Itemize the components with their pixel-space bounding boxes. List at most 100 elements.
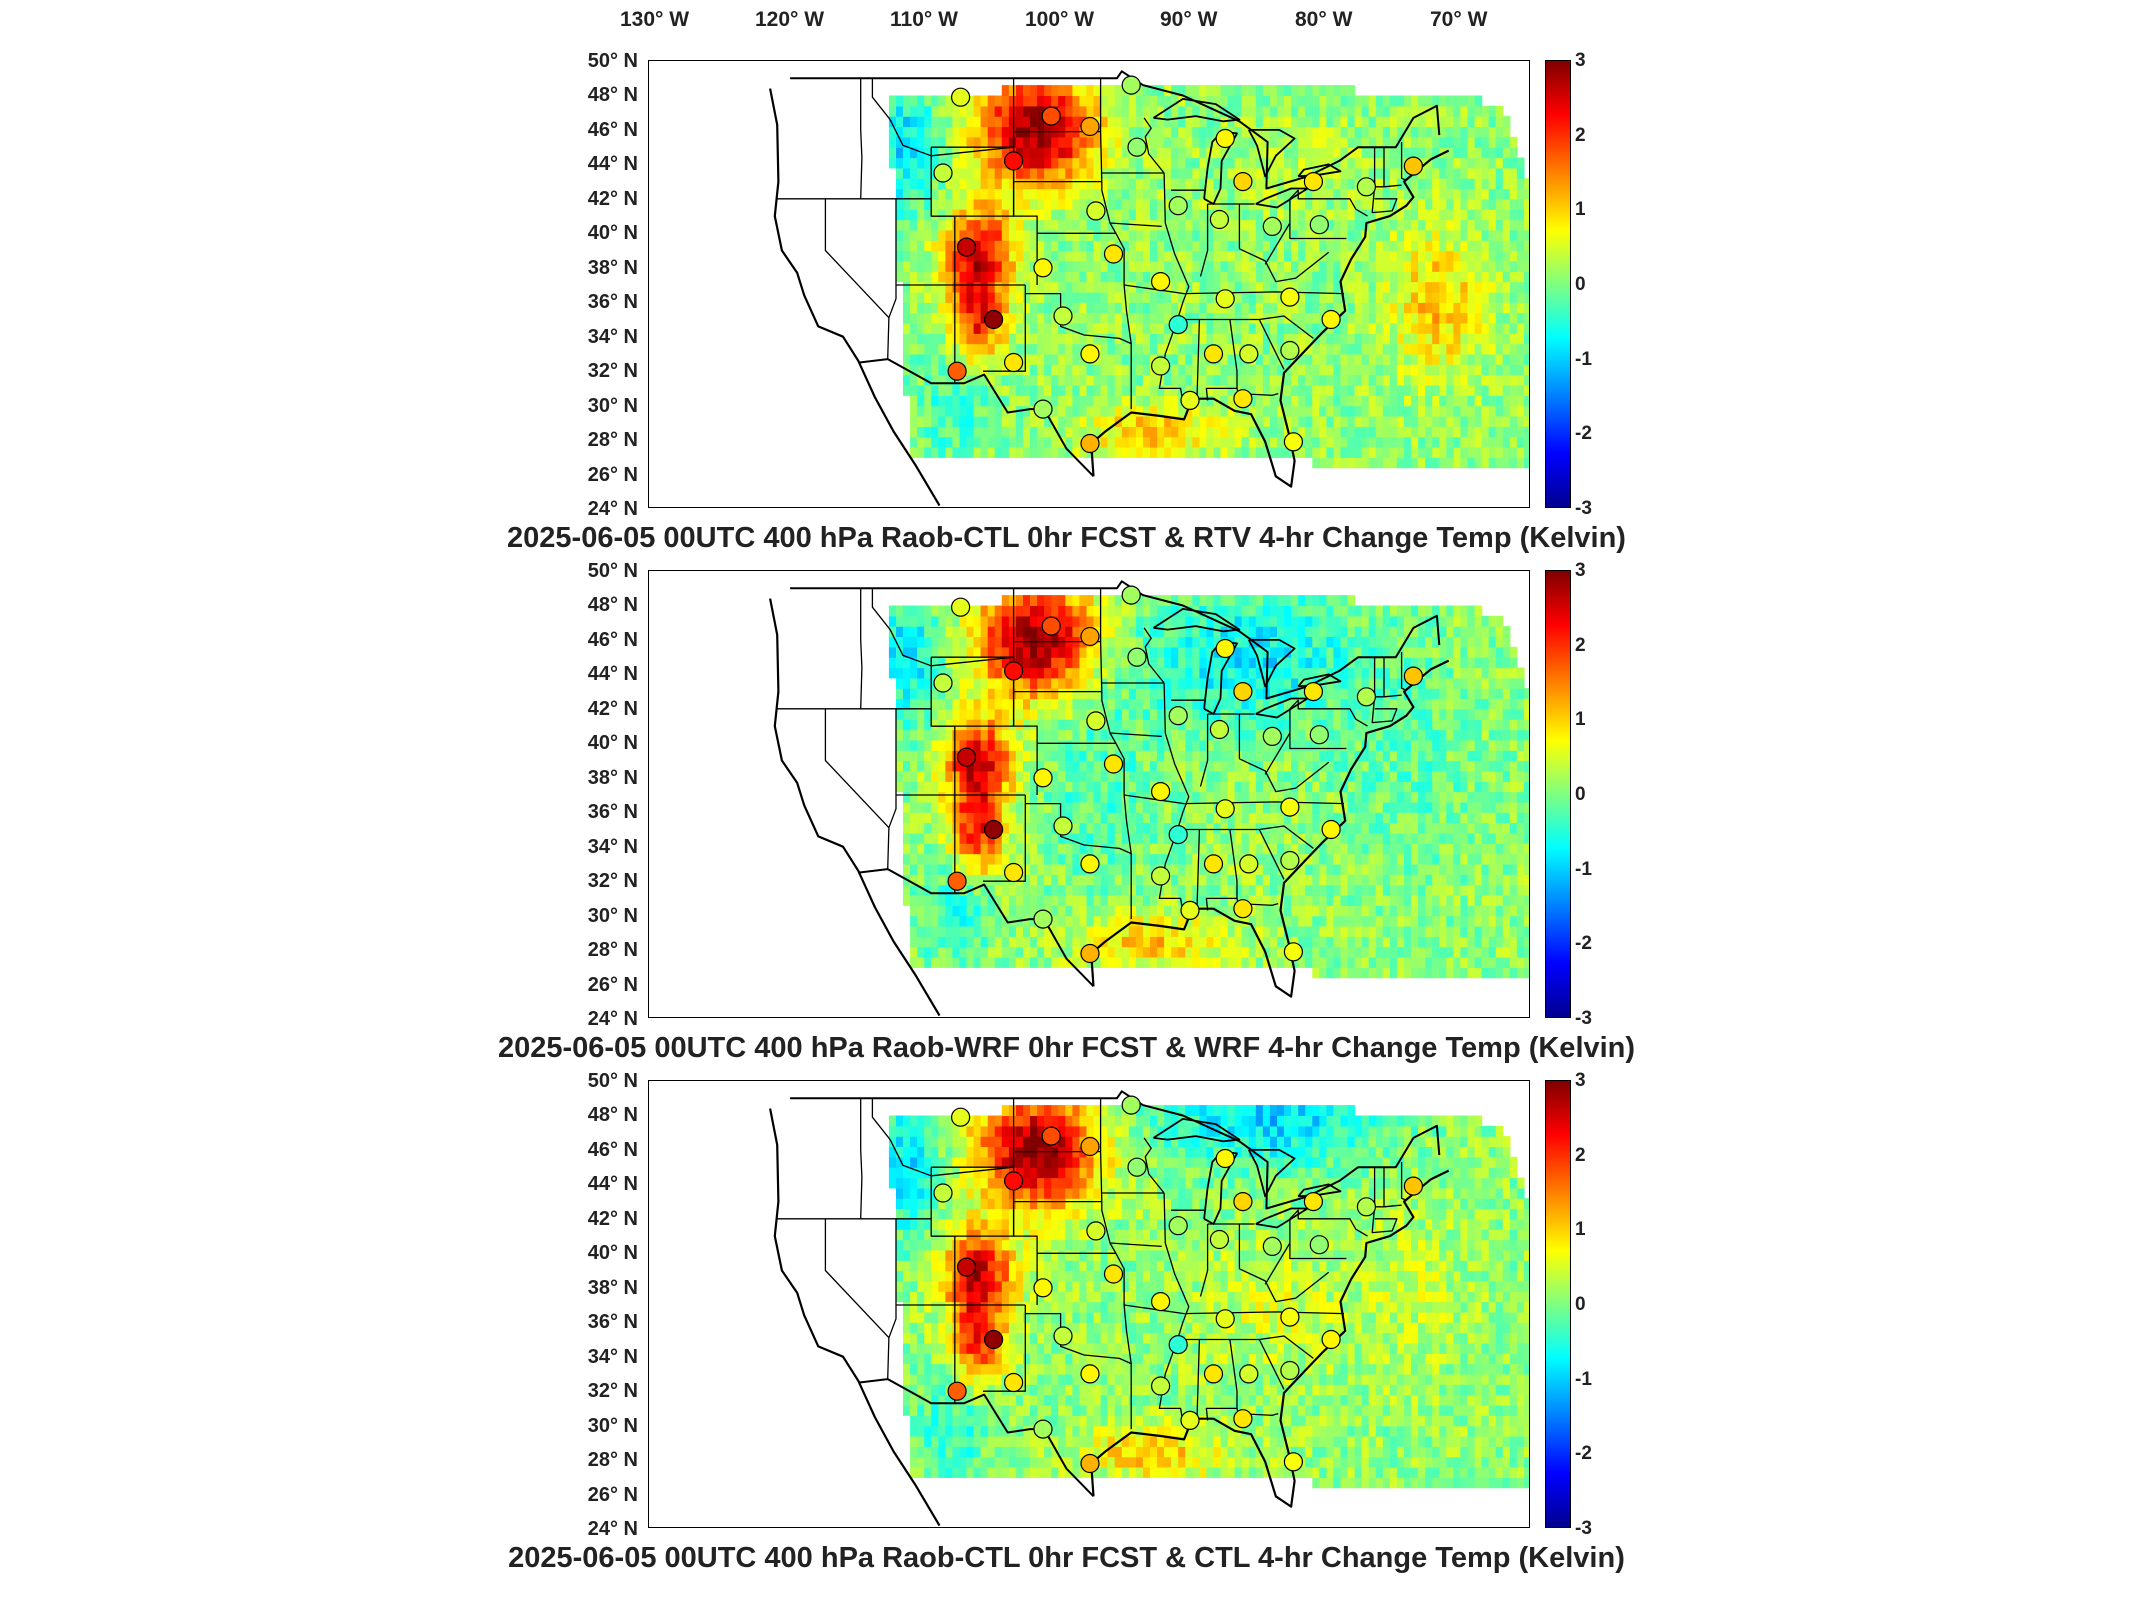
temperature-field (888, 85, 1529, 469)
station-marker (1033, 258, 1053, 278)
station-marker (1209, 209, 1230, 230)
colorbar (1545, 60, 1571, 508)
station-marker (984, 1329, 1004, 1350)
station-marker (1033, 399, 1053, 419)
longitude-label: 80° W (1295, 8, 1353, 31)
colorbar (1545, 1080, 1571, 1528)
latitude-label: 28° N (587, 429, 638, 452)
latitude-label: 40° N (587, 1242, 638, 1265)
panel-title: 2025-06-05 00UTC 400 hPa Raob-CTL 0hr FC… (508, 1542, 1625, 1574)
longitude-label: 120° W (755, 8, 825, 31)
station-marker (1121, 1095, 1141, 1115)
station-marker (1053, 1326, 1073, 1346)
station-marker (933, 673, 953, 693)
latitude-label: 48° N (587, 1104, 638, 1127)
station-marker (1215, 799, 1235, 819)
station-marker (1168, 706, 1188, 726)
latitude-label: 44° N (587, 663, 638, 686)
station-marker (1127, 647, 1147, 667)
latitude-label: 24° N (587, 1518, 638, 1540)
colorbar-tick-label: 2 (1575, 1144, 1586, 1166)
station-marker (1239, 1364, 1259, 1384)
map-svg (769, 580, 1529, 1017)
station-marker (1356, 687, 1377, 707)
latitude-label: 50° N (587, 560, 638, 582)
boundaries (769, 580, 1450, 1017)
boundaries (769, 70, 1450, 507)
station-marker (947, 361, 967, 381)
station-marker (1239, 854, 1259, 874)
latitude-label: 30° N (587, 904, 638, 927)
station-marker (1080, 433, 1100, 454)
station-marker (1303, 681, 1324, 702)
station-marker (1239, 344, 1259, 364)
station-markers (933, 585, 1424, 964)
latitude-label: 34° N (587, 835, 638, 858)
station-marker (947, 871, 967, 891)
station-marker (1215, 128, 1235, 149)
station-marker (1280, 1307, 1300, 1327)
station-marker (1303, 1191, 1324, 1212)
latitude-label: 26° N (587, 463, 638, 486)
latitude-label: 40° N (587, 222, 638, 245)
station-marker (1203, 344, 1224, 364)
colorbar-tick-label: 1 (1575, 1219, 1586, 1241)
longitude-label: 70° W (1430, 8, 1488, 31)
station-marker (1403, 1176, 1424, 1196)
station-marker (956, 747, 977, 767)
colorbar-tick-label: 3 (1575, 560, 1586, 581)
station-marker (1127, 1157, 1147, 1177)
latitude-label: 32° N (587, 1380, 638, 1403)
map-panel (648, 570, 1530, 1018)
station-marker (984, 819, 1004, 840)
station-marker (1033, 1278, 1053, 1298)
station-marker (1004, 661, 1024, 681)
station-marker (1283, 432, 1304, 452)
boundaries (769, 1090, 1450, 1527)
station-marker (1280, 1360, 1300, 1381)
station-marker (1053, 306, 1073, 326)
latitude-label: 26° N (587, 1483, 638, 1506)
station-marker (951, 597, 971, 617)
station-marker (1168, 1216, 1188, 1236)
station-marker (947, 1381, 967, 1401)
station-marker (1180, 900, 1200, 920)
latitude-label: 36° N (587, 1311, 638, 1334)
station-marker (1233, 171, 1253, 192)
colorbar-tick-label: 0 (1575, 274, 1586, 295)
station-marker (1004, 352, 1024, 373)
station-marker (1209, 1229, 1230, 1250)
colorbar (1545, 570, 1571, 1018)
station-marker (951, 87, 971, 107)
station-marker (1283, 1452, 1304, 1472)
station-marker (1309, 725, 1329, 745)
station-marker (1053, 816, 1073, 836)
longitude-label: 100° W (1025, 8, 1095, 31)
latitude-label: 24° N (587, 1008, 638, 1030)
latitude-label: 28° N (587, 939, 638, 962)
station-marker (1080, 1453, 1100, 1474)
colorbar-tick-label: 0 (1575, 1294, 1586, 1315)
station-marker (1309, 1235, 1329, 1255)
station-marker (1086, 1221, 1106, 1241)
station-marker (1233, 1191, 1253, 1212)
station-marker (1215, 638, 1235, 659)
colorbar-tick-label: -2 (1575, 1443, 1592, 1465)
latitude-label: 42° N (587, 1207, 638, 1230)
longitude-label: 90° W (1160, 8, 1218, 31)
colorbar-tick-label: 1 (1575, 199, 1586, 221)
colorbar-tick-label: -3 (1575, 498, 1592, 519)
station-marker (1262, 216, 1282, 236)
station-marker (1280, 287, 1300, 307)
temperature-field (888, 1105, 1529, 1489)
latitude-label: 46° N (587, 118, 638, 141)
station-marker (1168, 315, 1188, 335)
latitude-label: 42° N (587, 187, 638, 210)
station-marker (1080, 116, 1100, 137)
station-marker (1103, 1264, 1124, 1284)
latitude-label: 36° N (587, 801, 638, 824)
latitude-label: 50° N (587, 1070, 638, 1092)
station-marker (951, 1107, 971, 1127)
colorbar-tick-label: -2 (1575, 423, 1592, 445)
station-marker (1180, 1410, 1200, 1430)
